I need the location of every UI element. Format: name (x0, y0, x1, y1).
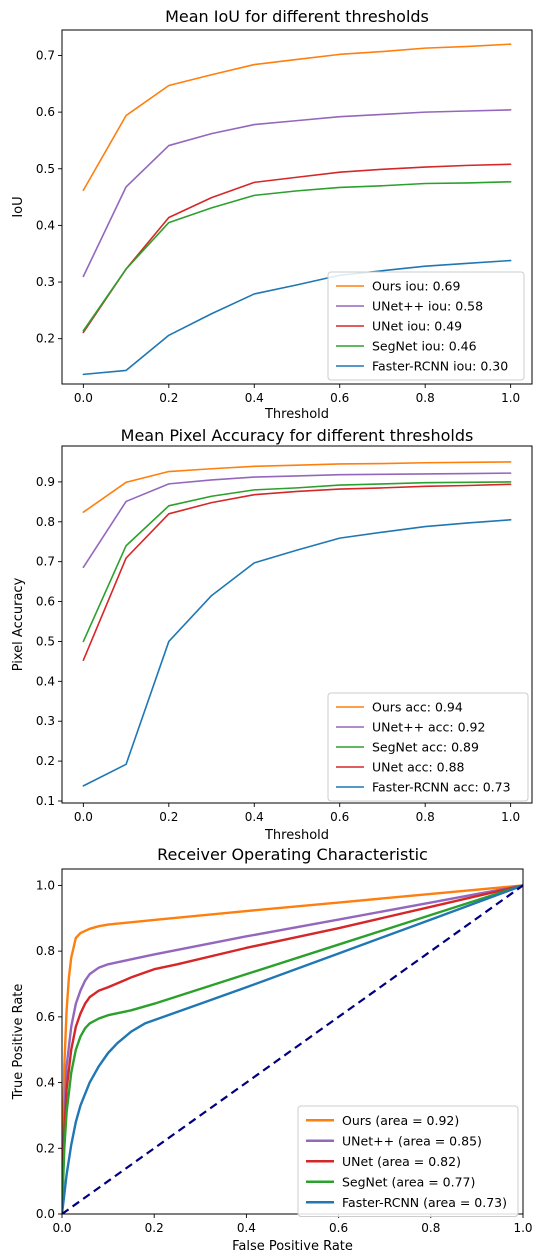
series-line-unetpp (82, 472, 512, 569)
x-axis-label: Threshold (264, 407, 329, 422)
series-line-unetpp (82, 109, 512, 278)
x-tick-label: 0.6 (330, 391, 349, 405)
series-line-segnet (82, 481, 512, 643)
series-line-ours (62, 884, 523, 1214)
y-tick-label: 0.4 (36, 1076, 55, 1090)
iou-chart: Mean IoU for different thresholds Thresh… (11, 7, 533, 422)
x-tick-label: 0.4 (237, 1221, 256, 1235)
legend-entry: SegNet iou: 0.46 (372, 339, 477, 354)
x-tick-label: 0.8 (421, 1221, 440, 1235)
legend-entry: SegNet (area = 0.77) (342, 1174, 475, 1189)
x-axis-label: Threshold (264, 828, 329, 843)
y-tick-label: 0.4 (36, 218, 55, 232)
y-tick-label: 0.2 (36, 1141, 55, 1155)
y-tick-label: 0.1 (36, 794, 55, 808)
x-tick-label: 0.2 (159, 810, 178, 824)
chart-title: Mean Pixel Accuracy for different thresh… (121, 426, 474, 445)
series-line-fastercnn (82, 518, 512, 787)
legend-box (327, 692, 529, 802)
legend-entry: Ours (area = 0.92) (342, 1113, 459, 1128)
series-line-unet (62, 884, 523, 1214)
x-tick-label: 0.6 (330, 810, 349, 824)
series-line-ours (82, 43, 512, 192)
x-tick-label: 0.0 (52, 1221, 71, 1235)
legend-entry: Faster-RCNN (area = 0.73) (342, 1195, 507, 1210)
y-tick-label: 0.2 (36, 754, 55, 768)
legend-entry: Ours acc: 0.94 (372, 700, 463, 715)
y-tick-label: 0.0 (36, 1207, 55, 1221)
y-tick-label: 0.6 (36, 105, 55, 119)
x-tick-label: 0.8 (416, 810, 435, 824)
legend: Ours iou: 0.69 UNet++ iou: 0.58 UNet iou: … (327, 271, 525, 381)
legend-entry: SegNet acc: 0.89 (372, 740, 479, 755)
y-tick-label: 0.3 (36, 275, 55, 289)
y-tick-label: 1.0 (36, 878, 55, 892)
series-line-fastercnn (82, 259, 512, 376)
legend: Ours acc: 0.94 UNet++ acc: 0.92 SegNet acc… (327, 692, 529, 802)
chart-title: Receiver Operating Characteristic (157, 845, 428, 864)
x-tick-label: 1.0 (513, 1221, 532, 1235)
series-line-unet (82, 483, 512, 662)
y-tick-label: 0.8 (36, 515, 55, 529)
x-tick-label: 0.4 (245, 810, 264, 824)
x-tick-label: 0.8 (416, 391, 435, 405)
x-tick-label: 0.0 (74, 810, 93, 824)
pixel-accuracy-chart: Mean Pixel Accuracy for different thresh… (11, 426, 533, 843)
x-tick-label: 1.0 (501, 810, 520, 824)
x-axis-label: False Positive Rate (232, 1239, 353, 1254)
legend-box (327, 271, 525, 381)
legend-entry: UNet acc: 0.88 (372, 760, 465, 775)
y-tick-label: 0.7 (36, 555, 55, 569)
series-line-segnet (82, 181, 512, 332)
plot-frame (61, 868, 524, 1215)
legend-entry: UNet++ iou: 0.58 (372, 299, 483, 314)
legend: Ours (area = 0.92) UNet++ (area = 0.85) UN… (297, 1105, 519, 1217)
roc-chart: Receiver Operating Characteristic False … (11, 845, 533, 1254)
y-tick-label: 0.3 (36, 714, 55, 728)
y-tick-label: 0.7 (36, 48, 55, 62)
y-axis-label: Pixel Accuracy (11, 577, 26, 671)
legend-entry: Faster-RCNN iou: 0.30 (372, 359, 508, 374)
x-tick-label: 0.2 (145, 1221, 164, 1235)
y-tick-label: 0.9 (36, 475, 55, 489)
legend-entry: UNet iou: 0.49 (372, 319, 462, 334)
legend-entry: UNet++ (area = 0.85) (342, 1133, 482, 1148)
series-line-ours (82, 461, 512, 514)
y-tick-label: 0.6 (36, 1010, 55, 1024)
series-line-segnet (62, 884, 523, 1214)
series-line-unetpp (62, 884, 523, 1214)
series-line-unet (82, 163, 512, 334)
y-tick-label: 0.2 (36, 332, 55, 346)
y-tick-label: 0.6 (36, 595, 55, 609)
y-tick-label: 0.8 (36, 944, 55, 958)
x-tick-label: 1.0 (501, 391, 520, 405)
legend-entry: UNet (area = 0.82) (342, 1154, 461, 1169)
plot-frame (61, 29, 533, 385)
series-line-fastercnn (62, 884, 523, 1214)
legend-entry: Faster-RCNN acc: 0.73 (372, 780, 511, 795)
x-tick-label: 0.4 (245, 391, 264, 405)
x-tick-label: 0.0 (74, 391, 93, 405)
diagonal-reference-line (62, 884, 523, 1214)
plot-frame (61, 445, 533, 804)
legend-entry: Ours iou: 0.69 (372, 279, 460, 294)
x-tick-label: 0.6 (329, 1221, 348, 1235)
chart-title: Mean IoU for different thresholds (165, 7, 429, 26)
y-axis-label: True Positive Rate (11, 984, 26, 1101)
y-tick-label: 0.4 (36, 674, 55, 688)
y-axis-label: IoU (11, 196, 26, 217)
y-tick-label: 0.5 (36, 634, 55, 648)
x-tick-label: 0.2 (159, 391, 178, 405)
legend-box (297, 1105, 519, 1217)
legend-entry: UNet++ acc: 0.92 (372, 720, 485, 735)
y-tick-label: 0.5 (36, 162, 55, 176)
